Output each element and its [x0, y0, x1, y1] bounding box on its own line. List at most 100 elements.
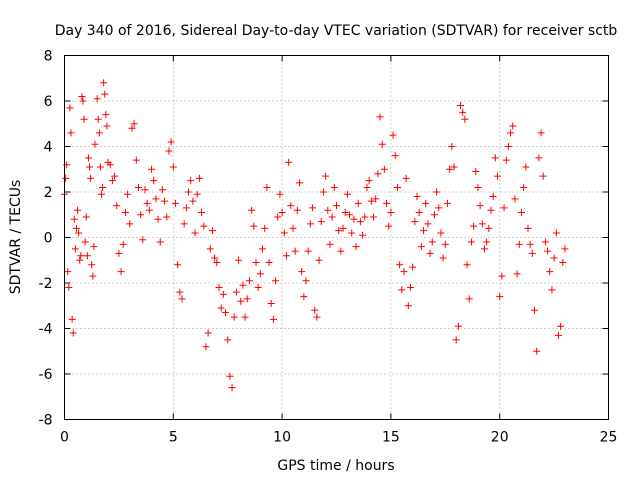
- data-point: [420, 227, 428, 235]
- data-point: [376, 113, 384, 121]
- data-point: [491, 154, 499, 162]
- y-tick-label: 2: [44, 185, 53, 201]
- data-point: [350, 215, 358, 223]
- data-point: [132, 156, 140, 164]
- data-point: [75, 229, 83, 237]
- data-point: [215, 284, 223, 292]
- data-point: [333, 202, 340, 210]
- data-point: [348, 229, 356, 237]
- data-point: [480, 245, 488, 253]
- data-point: [154, 215, 162, 223]
- y-tick-label: 6: [44, 94, 53, 110]
- data-point: [289, 224, 297, 232]
- data-point: [337, 247, 345, 255]
- data-point: [285, 158, 293, 166]
- y-tick-label: -6: [39, 367, 53, 383]
- data-point: [64, 268, 72, 276]
- data-point: [62, 174, 70, 182]
- x-tick-label: 5: [169, 430, 178, 446]
- data-point: [111, 172, 119, 180]
- data-point: [417, 243, 425, 251]
- data-point: [171, 199, 179, 207]
- data-point: [546, 268, 554, 276]
- data-point: [385, 222, 393, 230]
- data-point: [322, 172, 330, 180]
- data-point: [515, 240, 523, 248]
- data-point: [520, 183, 528, 191]
- data-point: [267, 299, 275, 307]
- data-point: [191, 229, 199, 237]
- data-point: [282, 252, 290, 260]
- data-point: [311, 306, 319, 314]
- data-point: [402, 174, 410, 182]
- data-point: [101, 90, 109, 98]
- data-point: [413, 193, 421, 201]
- data-point: [180, 220, 188, 228]
- data-point: [108, 177, 116, 185]
- data-point: [178, 295, 186, 303]
- data-point: [94, 115, 102, 123]
- data-point: [200, 222, 208, 230]
- data-point: [167, 138, 175, 146]
- data-point: [437, 229, 445, 237]
- data-point: [84, 154, 92, 162]
- data-point: [400, 268, 408, 276]
- data-point: [439, 254, 447, 262]
- data-point: [65, 284, 73, 292]
- data-point: [96, 163, 104, 171]
- data-point: [117, 268, 125, 276]
- data-point: [276, 190, 284, 198]
- data-point: [341, 208, 349, 216]
- data-point: [119, 240, 127, 248]
- data-point: [71, 245, 79, 253]
- data-point: [550, 254, 558, 262]
- data-point: [189, 197, 197, 205]
- data-point: [531, 306, 539, 314]
- data-point: [230, 313, 238, 321]
- data-point: [165, 147, 173, 155]
- data-point: [77, 252, 85, 260]
- data-point: [398, 286, 406, 294]
- data-point: [280, 229, 288, 237]
- y-tick-label: -8: [39, 413, 53, 429]
- data-point: [256, 270, 264, 278]
- data-point: [70, 215, 78, 223]
- data-point: [548, 286, 556, 294]
- data-point: [126, 220, 134, 228]
- data-point: [245, 277, 253, 285]
- data-point: [293, 206, 301, 214]
- data-point: [463, 261, 471, 269]
- x-tick-label: 20: [491, 430, 509, 446]
- data-point: [287, 202, 295, 210]
- y-tick-label: 0: [44, 231, 53, 247]
- data-point: [378, 140, 386, 148]
- x-tick-label: 15: [382, 430, 400, 446]
- data-point: [465, 295, 473, 303]
- data-point: [494, 172, 502, 180]
- data-point: [426, 249, 434, 257]
- data-point: [363, 183, 371, 191]
- data-point: [324, 206, 332, 214]
- data-point: [265, 259, 273, 267]
- data-point: [102, 111, 110, 119]
- data-point: [526, 240, 534, 248]
- data-point: [137, 211, 145, 219]
- data-point: [428, 238, 436, 246]
- data-point: [524, 224, 532, 232]
- data-point: [90, 243, 98, 251]
- data-point: [461, 115, 469, 123]
- data-point: [78, 92, 86, 100]
- data-point: [544, 247, 552, 255]
- data-point: [393, 183, 401, 191]
- data-point: [224, 336, 232, 344]
- data-point: [141, 186, 149, 194]
- data-point: [474, 183, 482, 191]
- data-point: [504, 143, 512, 150]
- data-point: [528, 249, 536, 257]
- data-point: [169, 163, 177, 171]
- data-point: [430, 211, 438, 219]
- data-point: [121, 208, 129, 216]
- data-point: [411, 218, 419, 226]
- data-point: [95, 129, 103, 137]
